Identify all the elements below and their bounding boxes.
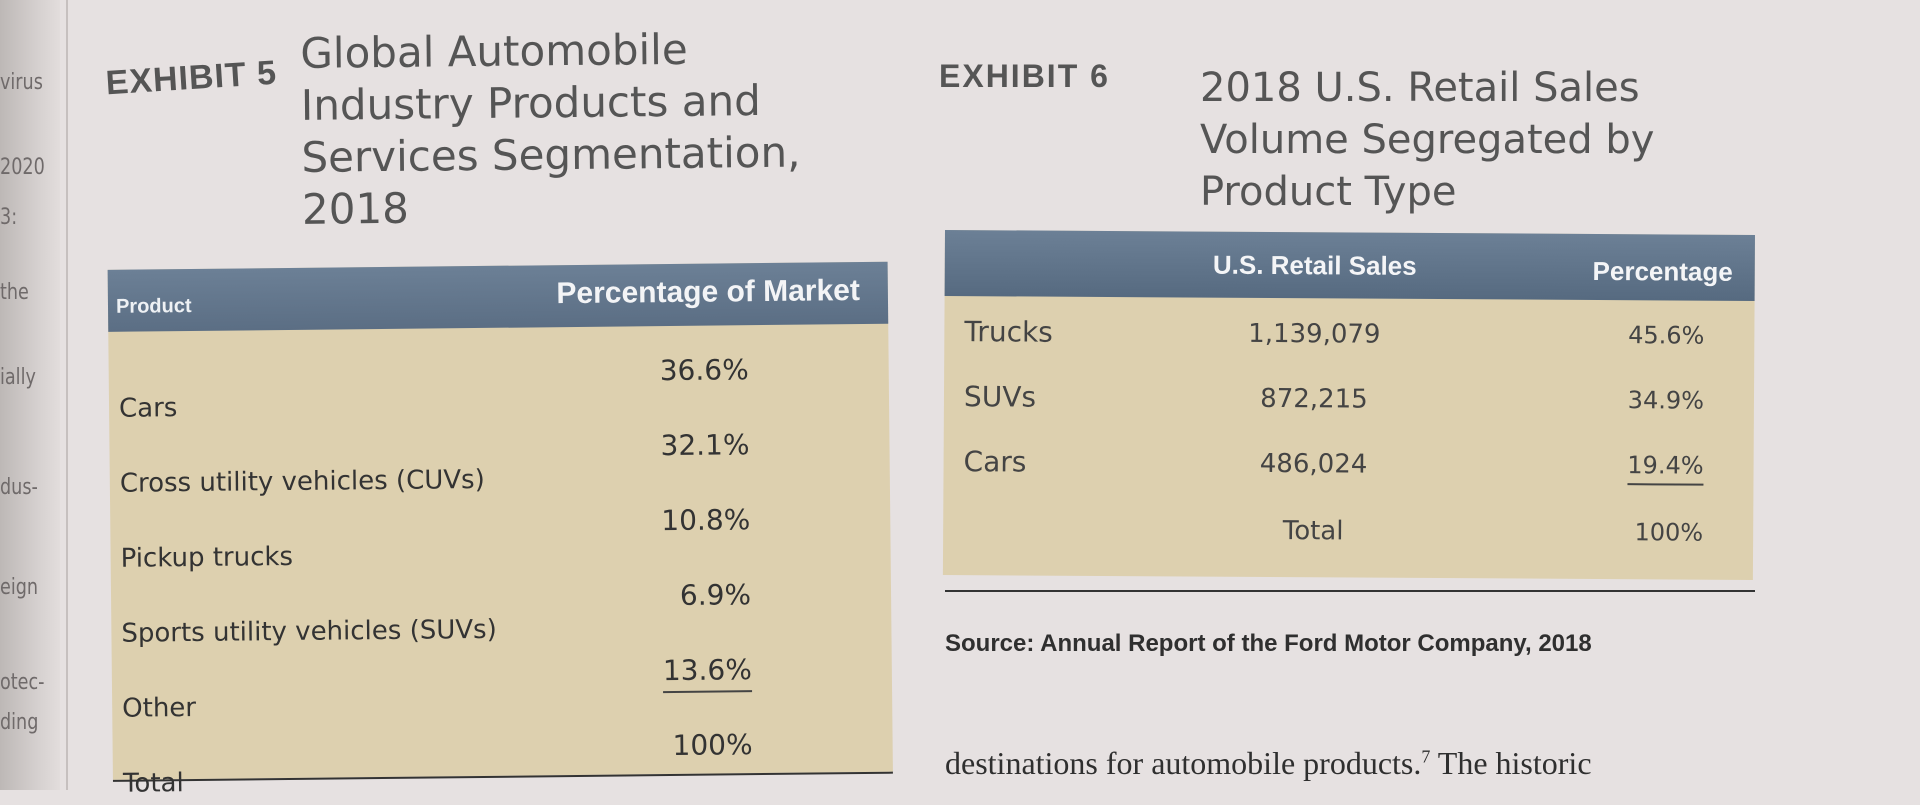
exhibit-6: EXHIBIT 6 2018 U.S. Retail Sales Volume …: [935, 50, 1765, 790]
title-line: Global Automobile: [300, 24, 688, 78]
title-line: Product Type: [1200, 169, 1457, 215]
product-type-cell: SUVs: [963, 380, 1037, 414]
product-cell: Sports utility vehicles (SUVs): [121, 614, 497, 649]
title-line: Services Segmentation,: [301, 127, 801, 182]
page-divider: [66, 0, 68, 790]
percentage-cell: 36.6%: [659, 353, 749, 388]
margin-fragment: otec-: [0, 670, 45, 695]
exhibit-5-table: Product Percentage of Market Cars 36.6% …: [107, 261, 893, 799]
percentage-cell: 34.9%: [1627, 386, 1705, 415]
body-text-continuation: The historic: [1430, 745, 1592, 781]
table-row: Sports utility vehicles (SUVs) 6.9%: [111, 577, 892, 655]
body-paragraph: destinations for automobile products.7 T…: [945, 745, 1592, 782]
product-cell: Cars: [118, 393, 178, 424]
percentage-cell: 45.6%: [1628, 321, 1705, 350]
product-type-cell: Cars: [963, 445, 1027, 479]
body-text: destinations for automobile products.: [945, 745, 1422, 781]
table-header: U.S. Retail Sales Percentage: [944, 230, 1755, 301]
table-row: Cross utility vehicles (CUVs) 32.1%: [109, 427, 890, 505]
exhibit-5-title: Global Automobile Industry Products and …: [300, 22, 862, 236]
product-cell: Pickup trucks: [120, 541, 294, 574]
percentage-cell: 13.6%: [662, 653, 753, 694]
table-bottom-rule: [945, 590, 1755, 592]
margin-fragment: 2020: [0, 155, 45, 180]
margin-fragment: eign: [0, 575, 39, 600]
title-line: 2018 U.S. Retail Sales: [1200, 65, 1640, 111]
percentage-cell: 100%: [1634, 518, 1704, 547]
exhibit-6-label: EXHIBIT 6: [939, 58, 1110, 94]
sales-cell: 872,215: [1260, 383, 1368, 415]
table-row: Cars 486,024 19.4%: [943, 445, 1753, 510]
percentage-cell: 6.9%: [679, 578, 752, 612]
column-header-retail-sales: U.S. Retail Sales: [1212, 249, 1417, 281]
total-label-cell: Total: [1282, 516, 1344, 547]
exhibit-6-title: 2018 U.S. Retail Sales Volume Segregated…: [1200, 62, 1760, 218]
margin-fragment: virus: [0, 70, 43, 95]
margin-fragment: ially: [0, 365, 36, 390]
product-cell: Total: [122, 768, 184, 799]
margin-fragment: dus-: [0, 475, 38, 500]
margin-fragment: ding: [0, 710, 39, 735]
product-cell: Other: [122, 692, 197, 724]
margin-fragment: the: [0, 280, 29, 305]
footnote-marker: 7: [1421, 746, 1431, 767]
table-row: SUVs 872,215 34.9%: [944, 380, 1754, 445]
column-header-percentage: Percentage: [1592, 255, 1733, 287]
table-row-total: Total 100%: [943, 512, 1753, 577]
percentage-cell: 19.4%: [1627, 451, 1704, 486]
table-row: Other 13.6%: [112, 652, 893, 730]
percentage-cell: 100%: [672, 728, 753, 762]
product-type-cell: Trucks: [964, 315, 1053, 349]
table-row: Trucks 1,139,079 45.6%: [944, 315, 1754, 380]
table-row-total: Total 100%: [112, 727, 893, 805]
table-header: Product Percentage of Market: [107, 261, 889, 332]
column-header-product: Product: [115, 295, 192, 318]
sales-cell: 1,139,079: [1248, 318, 1381, 350]
title-line: Industry Products and: [300, 76, 761, 130]
percentage-cell: 10.8%: [661, 503, 751, 538]
page-gutter-shadow: [0, 0, 60, 790]
product-cell: Cross utility vehicles (CUVs): [119, 464, 485, 499]
title-line: 2018: [301, 183, 410, 234]
column-header-percentage: Percentage of Market: [556, 274, 861, 311]
source-note: Source: Annual Report of the Ford Motor …: [945, 630, 1592, 657]
percentage-cell: 32.1%: [660, 428, 750, 463]
table-row: Pickup trucks 10.8%: [110, 502, 891, 580]
exhibit-6-table: U.S. Retail Sales Percentage Trucks 1,13…: [942, 230, 1755, 580]
exhibit-5-label: EXHIBIT 5: [104, 53, 279, 103]
margin-fragment: 3:: [0, 205, 18, 230]
sales-cell: 486,024: [1259, 448, 1368, 480]
table-row: Cars 36.6%: [109, 352, 890, 430]
title-line: Volume Segregated by: [1200, 117, 1655, 163]
exhibit-5: EXHIBIT 5 Global Automobile Industry Pro…: [95, 12, 893, 799]
